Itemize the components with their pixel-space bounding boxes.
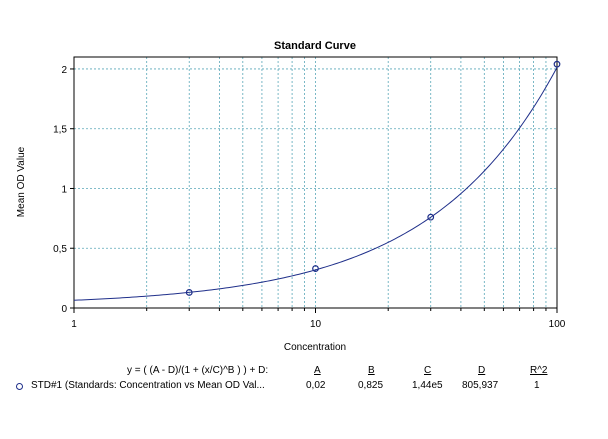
legend-header-row: y = ( (A - D)/(1 + (x/C)^B ) ) + D: A B … [0,364,608,378]
chart-title: Standard Curve [274,40,356,52]
param-header-r2: R^2 [530,365,548,376]
data-point [185,289,193,296]
fit-curve [73,67,558,301]
y-tick-label: 2 [61,65,67,76]
y-tick-label: 1,5 [53,125,67,136]
y-axis-label: Mean OD Value [16,146,27,217]
fit-equation: y = ( (A - D)/(1 + (x/C)^B ) ) + D: [127,365,269,376]
series-label: STD#1 (Standards: Concentration vs Mean … [31,380,265,391]
data-point [553,60,561,68]
param-header-b: B [368,365,375,376]
param-value-d: 805,937 [462,380,499,391]
x-tick-label: 100 [549,319,566,330]
param-header-d: D [478,365,486,376]
param-value-a: 0,02 [306,380,326,391]
x-axis-label: Concentration [284,342,346,353]
param-header-a: A [314,365,321,376]
y-tick-label: 0,5 [53,244,67,255]
param-header-c: C [424,365,432,376]
param-value-b: 0,825 [358,380,384,391]
data-points [185,60,561,296]
param-value-r2: 1 [534,380,540,391]
param-value-c: 1,44e5 [412,380,443,391]
data-point [312,265,319,272]
axis-ticks [70,68,558,313]
y-tick-label: 0 [61,304,67,315]
grid-lines [74,57,557,308]
tick-labels: 0 0,5 1 1,5 2 1 10 100 [53,65,566,330]
data-point [427,213,435,221]
x-tick-label: 1 [71,319,77,330]
series-marker-icon [16,383,23,390]
y-tick-label: 1 [61,184,67,195]
x-tick-label: 10 [310,319,322,330]
legend-series-row[interactable]: STD#1 (Standards: Concentration vs Mean … [0,379,608,393]
